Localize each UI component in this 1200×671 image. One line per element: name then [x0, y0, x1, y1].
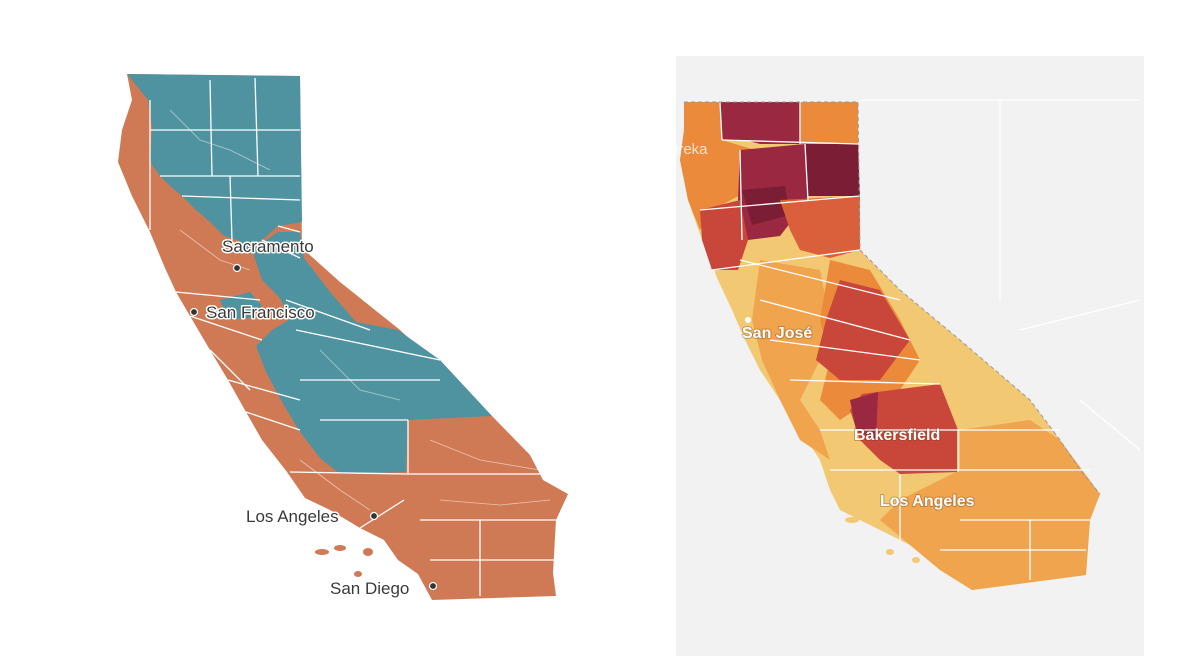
right-region-wine-north	[684, 102, 800, 144]
left-label-san-diego: San Diego	[330, 579, 409, 598]
right-region-redorange-belt	[780, 196, 860, 258]
right-region-amber-south	[880, 420, 1100, 590]
right-region-red-north	[700, 200, 748, 270]
left-island-4	[354, 571, 362, 577]
left-california-map: Sacramento San Francisco Los Angeles San…	[118, 74, 568, 600]
left-label-sacramento: Sacramento	[222, 237, 314, 256]
right-region-orange-ne	[800, 102, 858, 144]
right-island-3	[886, 549, 894, 555]
right-region-darkest-ne	[805, 144, 860, 196]
right-state-dashed-outline	[684, 101, 1101, 495]
right-region-orange-north-coast	[680, 102, 755, 230]
right-label-los-angeles: Los Angeles	[880, 493, 975, 510]
left-city-dot-san-diego	[428, 581, 438, 591]
left-island-1	[315, 549, 329, 555]
left-region-blue-north	[127, 74, 302, 254]
right-region-darkest-center	[742, 186, 790, 225]
right-label-eureka: Eureka	[660, 141, 708, 158]
left-city-dot-los-angeles	[369, 511, 379, 521]
right-region-wine-kern-west	[850, 392, 878, 440]
right-county-borders	[699, 101, 1090, 580]
right-city-dot-san-jose	[745, 317, 751, 323]
left-island-2	[334, 545, 346, 551]
right-island-1	[845, 517, 859, 523]
left-city-dot-sacramento	[232, 263, 242, 273]
left-city-dot-san-francisco	[189, 307, 199, 317]
right-island-2	[866, 513, 878, 519]
left-region-blue-central	[252, 232, 492, 474]
right-label-san-jose: San José	[742, 325, 812, 342]
left-label-los-angeles: Los Angeles	[246, 507, 339, 526]
right-region-amber-central	[752, 260, 830, 460]
left-county-borders	[149, 77, 556, 596]
right-island-4	[912, 557, 920, 563]
right-california-map: Eureka San José Bakersfield Los Angeles	[660, 56, 1144, 656]
left-island-3	[363, 548, 373, 556]
right-neighbor-borders	[860, 99, 1141, 451]
left-label-san-francisco: San Francisco	[206, 303, 315, 322]
right-label-bakersfield: Bakersfield	[854, 427, 940, 444]
